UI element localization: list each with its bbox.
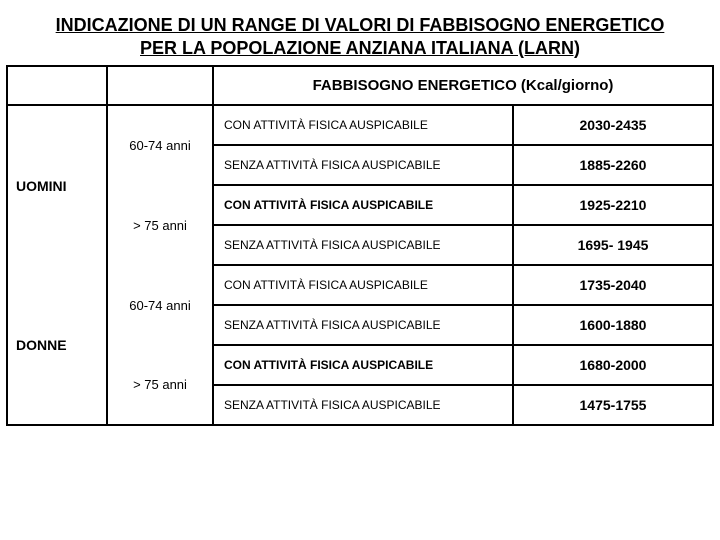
table-row: DONNE 60-74 anni CON ATTIVITÀ FISICA AUS… — [7, 265, 713, 305]
age-f-75: > 75 anni — [107, 345, 213, 425]
activity-label: CON ATTIVITÀ FISICA AUSPICABILE — [213, 345, 513, 385]
table-row: > 75 anni CON ATTIVITÀ FISICA AUSPICABIL… — [7, 345, 713, 385]
table-row: > 75 anni CON ATTIVITÀ FISICA AUSPICABIL… — [7, 185, 713, 225]
activity-label: CON ATTIVITÀ FISICA AUSPICABILE — [213, 105, 513, 145]
activity-label: SENZA ATTIVITÀ FISICA AUSPICABILE — [213, 145, 513, 185]
age-f-6074: 60-74 anni — [107, 265, 213, 345]
group-uomini: UOMINI — [7, 105, 107, 265]
table-header-row: FABBISOGNO ENERGETICO (Kcal/giorno) — [7, 66, 713, 105]
value-cell: 1695- 1945 — [513, 225, 713, 265]
header-spacer-2 — [107, 66, 213, 105]
group-donne: DONNE — [7, 265, 107, 425]
value-cell: 1735-2040 — [513, 265, 713, 305]
value-cell: 1925-2210 — [513, 185, 713, 225]
energy-table: FABBISOGNO ENERGETICO (Kcal/giorno) UOMI… — [6, 65, 714, 426]
page-title: INDICAZIONE DI UN RANGE DI VALORI DI FAB… — [0, 0, 720, 65]
table-row: UOMINI 60-74 anni CON ATTIVITÀ FISICA AU… — [7, 105, 713, 145]
value-cell: 1680-2000 — [513, 345, 713, 385]
energy-table-wrap: FABBISOGNO ENERGETICO (Kcal/giorno) UOMI… — [0, 65, 720, 426]
header-label: FABBISOGNO ENERGETICO (Kcal/giorno) — [213, 66, 713, 105]
activity-label: CON ATTIVITÀ FISICA AUSPICABILE — [213, 265, 513, 305]
activity-label: SENZA ATTIVITÀ FISICA AUSPICABILE — [213, 305, 513, 345]
value-cell: 2030-2435 — [513, 105, 713, 145]
activity-label: CON ATTIVITÀ FISICA AUSPICABILE — [213, 185, 513, 225]
value-cell: 1885-2260 — [513, 145, 713, 185]
value-cell: 1600-1880 — [513, 305, 713, 345]
age-m-75: > 75 anni — [107, 185, 213, 265]
age-m-6074: 60-74 anni — [107, 105, 213, 185]
value-cell: 1475-1755 — [513, 385, 713, 425]
activity-label: SENZA ATTIVITÀ FISICA AUSPICABILE — [213, 385, 513, 425]
header-spacer-1 — [7, 66, 107, 105]
activity-label: SENZA ATTIVITÀ FISICA AUSPICABILE — [213, 225, 513, 265]
